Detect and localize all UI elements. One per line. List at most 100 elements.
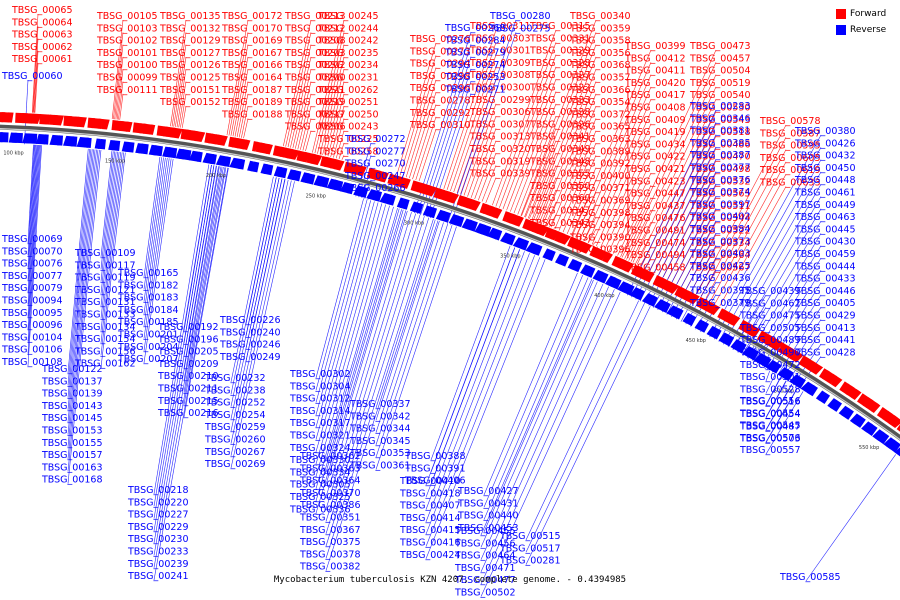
forward-connector bbox=[571, 49, 652, 237]
reverse-gene-mark bbox=[396, 197, 405, 209]
reverse-gene-label: TBSG_00410 bbox=[399, 476, 461, 487]
reverse-connector bbox=[67, 149, 102, 484]
forward-gene-label: TBSG_00338 bbox=[529, 107, 591, 118]
forward-gene-mark bbox=[857, 393, 873, 407]
reverse-gene-label: TBSG_00117 bbox=[74, 260, 136, 271]
reverse-gene-label: TBSG_00367 bbox=[299, 525, 361, 536]
reverse-connector bbox=[727, 184, 822, 348]
reverse-gene-label: TBSG_00267 bbox=[204, 447, 266, 458]
reverse-connector bbox=[67, 149, 97, 447]
reverse-gene-label: TBSG_00425 bbox=[689, 261, 751, 272]
forward-connector bbox=[663, 172, 717, 278]
forward-connector bbox=[405, 79, 437, 178]
forward-gene-mark bbox=[29, 113, 42, 124]
reverse-connector bbox=[183, 167, 229, 418]
reverse-connector bbox=[709, 134, 822, 337]
forward-gene-label: TBSG_00422 bbox=[624, 152, 686, 163]
forward-gene-label: TBSG_00595 bbox=[759, 141, 821, 152]
forward-connector bbox=[31, 13, 39, 113]
reverse-gene-label: TBSG_00183 bbox=[117, 293, 179, 304]
forward-connector bbox=[463, 103, 497, 196]
reverse-gene-label: TBSG_00137 bbox=[41, 376, 103, 387]
reverse-gene-label: TBSG_00515 bbox=[499, 531, 561, 542]
forward-gene-label: TBSG_00307 bbox=[469, 119, 531, 130]
forward-connector bbox=[612, 172, 652, 254]
forward-connector bbox=[531, 56, 597, 220]
forward-connector bbox=[338, 142, 345, 160]
reverse-gene-label: TBSG_00232 bbox=[204, 373, 266, 384]
reverse-connector bbox=[27, 144, 35, 256]
reverse-gene-mark bbox=[570, 260, 583, 273]
reverse-gene-mark bbox=[595, 271, 609, 284]
forward-connector bbox=[176, 69, 187, 128]
reverse-gene-label: TBSG_00070 bbox=[1, 246, 63, 257]
reverse-gene-label: TBSG_00211 bbox=[157, 384, 219, 395]
reverse-gene-label: TBSG_00281 bbox=[499, 556, 561, 567]
reverse-connector bbox=[425, 255, 535, 535]
reverse-connector bbox=[100, 152, 121, 331]
forward-connector bbox=[588, 228, 597, 243]
forward-gene-label: TBSG_00420 bbox=[624, 78, 686, 89]
forward-connector bbox=[474, 140, 497, 200]
reverse-gene-mark bbox=[303, 173, 316, 185]
reverse-connector bbox=[325, 208, 400, 461]
forward-gene-label: TBSG_00313 bbox=[469, 132, 531, 143]
forward-gene-mark bbox=[592, 247, 606, 260]
reverse-gene-label: TBSG_00585 bbox=[779, 572, 841, 583]
forward-gene-label: TBSG_00308 bbox=[469, 70, 531, 81]
reverse-connector bbox=[230, 179, 286, 432]
forward-connector bbox=[502, 66, 557, 210]
forward-gene-mark bbox=[876, 406, 892, 420]
reverse-gene-label: TBSG_00402 bbox=[689, 212, 751, 223]
backbone-arc bbox=[0, 124, 900, 441]
forward-gene-label: TBSG_00310 bbox=[409, 120, 471, 131]
forward-gene-mark bbox=[194, 130, 206, 142]
forward-gene-mark bbox=[750, 326, 761, 338]
reverse-connector bbox=[315, 198, 364, 379]
reverse-gene-label: TBSG_00205 bbox=[157, 347, 219, 358]
forward-connector bbox=[620, 49, 717, 258]
forward-gene-mark bbox=[827, 373, 837, 385]
reverse-connector bbox=[425, 247, 516, 486]
reverse-gene-mark bbox=[765, 359, 779, 373]
forward-gene-label: TBSG_00412 bbox=[624, 53, 686, 64]
reverse-gene-label: TBSG_00283 bbox=[689, 101, 751, 112]
legend: Forward Reverse bbox=[836, 6, 900, 40]
reverse-connector bbox=[100, 152, 125, 356]
forward-gene-label: TBSG_00540 bbox=[689, 90, 751, 101]
reverse-connector bbox=[765, 370, 770, 382]
forward-gene-label: TBSG_00458 bbox=[624, 262, 686, 273]
forward-gene-mark bbox=[845, 385, 861, 399]
reverse-gene-label: TBSG_00426 bbox=[794, 138, 856, 149]
reverse-gene-label: TBSG_00241 bbox=[127, 571, 189, 582]
reverse-gene-label: TBSG_00448 bbox=[794, 175, 856, 186]
forward-gene-label: TBSG_00065 bbox=[11, 5, 73, 16]
reverse-connector bbox=[183, 166, 222, 381]
reverse-gene-label: TBSG_00462 bbox=[739, 298, 801, 309]
forward-gene-mark bbox=[7, 112, 14, 123]
forward-connector bbox=[600, 135, 652, 249]
reverse-gene-mark bbox=[852, 415, 866, 428]
forward-gene-label: TBSG_00250 bbox=[317, 109, 379, 120]
forward-connector bbox=[287, 44, 312, 148]
reverse-gene-label: TBSG_00153 bbox=[41, 426, 103, 437]
reverse-connector bbox=[375, 226, 457, 470]
forward-gene-label: TBSG_00474 bbox=[624, 238, 686, 249]
forward-gene-label: TBSG_00213 bbox=[284, 11, 346, 22]
forward-gene-mark bbox=[333, 159, 345, 171]
legend-reverse: Reverse bbox=[836, 22, 900, 38]
reverse-connector bbox=[315, 206, 394, 477]
reverse-connector bbox=[480, 281, 598, 548]
reverse-connector bbox=[413, 31, 472, 214]
forward-connector bbox=[412, 104, 437, 180]
forward-connector bbox=[34, 63, 39, 113]
reverse-gene-label: TBSG_00249 bbox=[219, 352, 281, 363]
forward-gene-mark bbox=[265, 143, 273, 155]
forward-gene-mark bbox=[882, 410, 893, 422]
reverse-connector bbox=[765, 380, 787, 418]
reverse-gene-label: TBSG_00095 bbox=[1, 308, 63, 319]
reverse-gene-mark bbox=[189, 150, 200, 162]
reverse-gene-mark bbox=[451, 215, 465, 228]
reverse-gene-label: TBSG_00517 bbox=[499, 543, 561, 554]
forward-gene-label: TBSG_00356 bbox=[569, 48, 631, 59]
